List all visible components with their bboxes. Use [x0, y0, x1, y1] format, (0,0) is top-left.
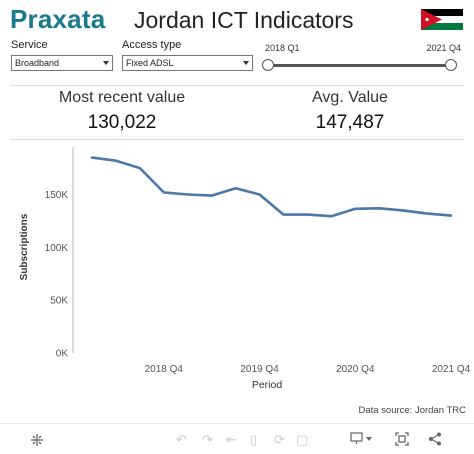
kpi-recent-value: 130,022: [87, 112, 157, 133]
period-range-start: 2018 Q1: [265, 43, 300, 53]
period-slider-end-handle[interactable]: [445, 59, 457, 71]
dashboard-title: Jordan ICT Indicators: [134, 7, 354, 33]
data-point[interactable]: [233, 186, 238, 191]
jordan-flag-icon: [421, 9, 463, 30]
data-point[interactable]: [377, 206, 382, 211]
x-tick-label: 2018 Q4: [145, 364, 184, 375]
x-tick-label: 2019 Q4: [240, 364, 279, 375]
data-source-note: Data source: Jordan TRC: [358, 405, 466, 416]
chevron-down-icon: [103, 61, 109, 65]
divider: [10, 85, 464, 86]
data-point[interactable]: [90, 155, 95, 160]
x-tick-label: 2020 Q4: [336, 364, 375, 375]
data-point[interactable]: [305, 212, 310, 217]
undo-icon[interactable]: ↶: [176, 432, 187, 447]
data-point[interactable]: [137, 166, 142, 171]
access-type-dropdown[interactable]: Fixed ADSL: [122, 55, 253, 71]
y-tick-label: 50K: [50, 296, 68, 307]
toolbar-divider: [0, 423, 474, 424]
service-dropdown-value: Broadband: [15, 58, 60, 68]
redo-icon[interactable]: ↷: [202, 432, 213, 447]
divider: [10, 139, 464, 140]
y-tick-label: 150K: [45, 190, 69, 201]
tableau-logo-icon[interactable]: [30, 433, 44, 450]
x-tick-label: 2021 Q4: [432, 364, 471, 375]
period-range-end: 2021 Q4: [426, 43, 461, 53]
brand-logo: Praxata: [10, 4, 106, 34]
share-icon[interactable]: [428, 432, 442, 449]
data-point[interactable]: [257, 192, 262, 197]
x-axis: 2018 Q4 2019 Q4 2020 Q4 2021 Q4: [145, 364, 471, 375]
data-point[interactable]: [161, 190, 166, 195]
data-point[interactable]: [209, 193, 214, 198]
subscriptions-line-chart: 0K 50K 100K 150K 2018 Q4 2019 Q4 2020 Q4 2021 …: [19, 147, 471, 391]
service-filter-label: Service: [11, 39, 48, 51]
service-dropdown[interactable]: Broadband: [11, 55, 113, 71]
data-point[interactable]: [185, 192, 190, 197]
y-tick-label: 0K: [56, 349, 69, 360]
access-type-dropdown-value: Fixed ADSL: [126, 58, 174, 68]
data-point[interactable]: [425, 211, 430, 216]
y-axis: 0K 50K 100K 150K: [45, 190, 69, 359]
kpi-average-label: Avg. Value: [312, 89, 388, 106]
data-point[interactable]: [353, 206, 358, 211]
data-point[interactable]: [281, 212, 286, 217]
y-axis-title: Subscriptions: [19, 213, 30, 280]
data-point[interactable]: [449, 213, 454, 218]
data-point[interactable]: [113, 158, 118, 163]
x-axis-title: Period: [252, 379, 283, 391]
series-group: [90, 155, 454, 219]
data-point[interactable]: [401, 208, 406, 213]
download-icon[interactable]: [350, 432, 374, 449]
series-line[interactable]: [90, 156, 453, 218]
access-type-filter-label: Access type: [122, 39, 182, 51]
refresh-icon[interactable]: ⟳: [274, 432, 285, 447]
pause-icon[interactable]: ▯: [250, 432, 258, 447]
period-slider-track[interactable]: [268, 64, 448, 67]
period-slider-start-handle[interactable]: [262, 59, 274, 71]
chevron-down-icon: [243, 61, 249, 65]
fullscreen-icon[interactable]: [395, 432, 409, 449]
revert-icon[interactable]: ⇤: [226, 432, 237, 447]
kpi-average-value: 147,487: [315, 112, 385, 133]
data-point[interactable]: [329, 214, 334, 219]
y-tick-label: 100K: [45, 243, 69, 254]
pause-updates-icon[interactable]: ▢: [296, 432, 309, 447]
kpi-recent-label: Most recent value: [58, 89, 186, 106]
